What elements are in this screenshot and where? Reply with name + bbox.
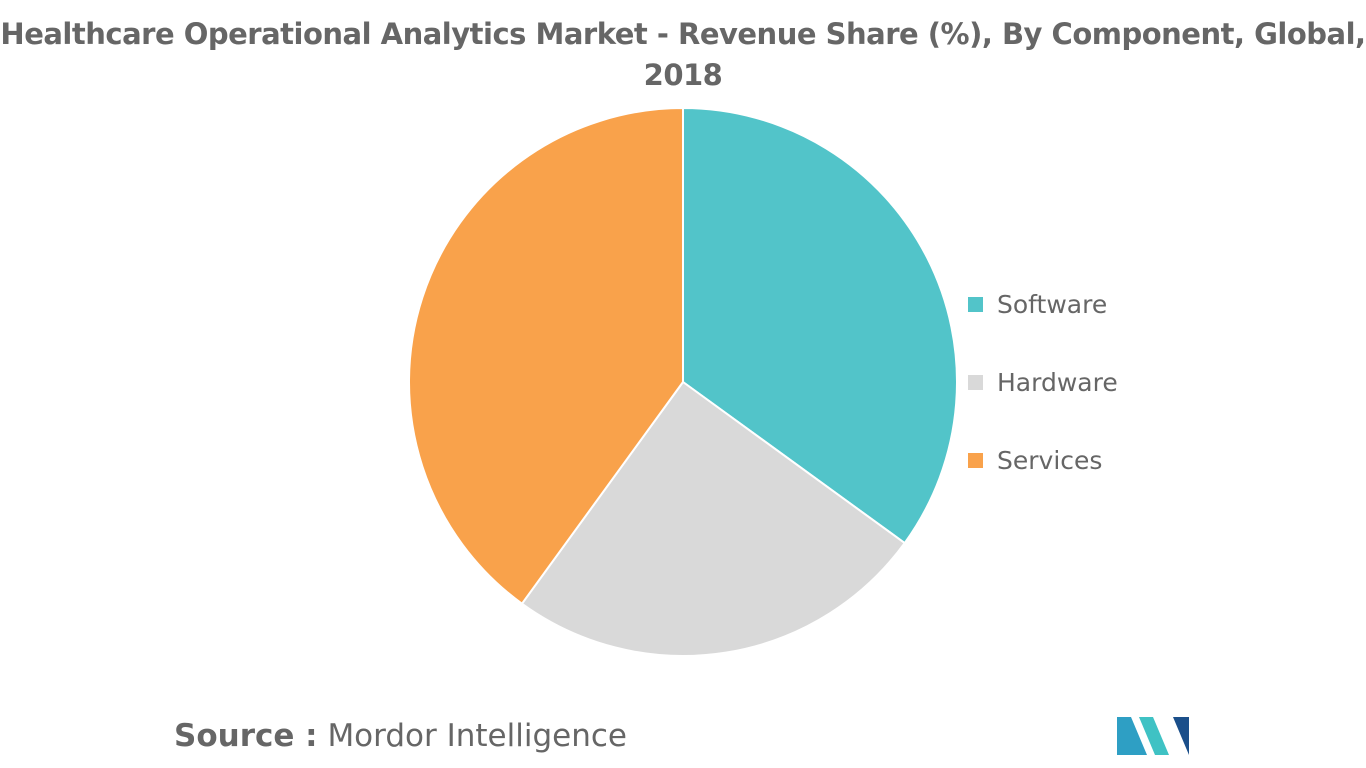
legend: Software Hardware Services	[968, 284, 1118, 518]
pie-slice-software	[682, 106, 958, 545]
legend-swatch	[968, 452, 983, 468]
mordor-intelligence-logo-icon	[1117, 717, 1189, 755]
legend-label: Software	[997, 289, 1108, 319]
pie-slice-services	[408, 106, 684, 606]
pie-slice-hardware	[520, 380, 907, 657]
source-label: Source :	[174, 718, 318, 754]
source-note: Source : Mordor Intelligence	[174, 718, 627, 754]
chart-title-line-1: Healthcare Operational Analytics Market …	[0, 17, 1366, 51]
legend-label: Hardware	[997, 367, 1118, 397]
logo-shape-middle	[1139, 717, 1169, 755]
logo-shape-left	[1117, 717, 1147, 755]
logo-shape-right	[1173, 717, 1189, 755]
legend-item-hardware: Hardware	[968, 362, 1118, 402]
legend-item-services: Services	[968, 440, 1118, 480]
pie-chart	[408, 106, 958, 657]
legend-swatch	[968, 296, 983, 312]
chart-title-line-2: 2018	[643, 58, 723, 92]
source-text: Mordor Intelligence	[327, 718, 627, 754]
chart-title: Healthcare Operational Analytics Market …	[0, 14, 1366, 96]
legend-label: Services	[997, 445, 1103, 475]
legend-swatch	[968, 374, 983, 390]
legend-item-software: Software	[968, 284, 1118, 324]
